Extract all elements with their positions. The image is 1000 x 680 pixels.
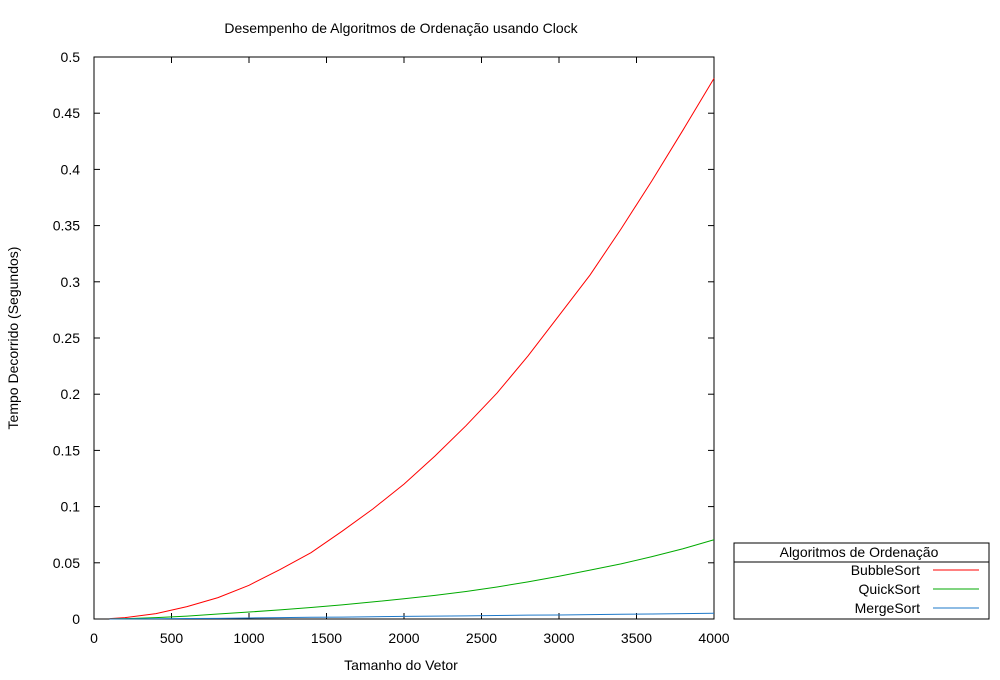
x-tick-label: 3000	[543, 630, 574, 646]
x-tick-label: 2500	[466, 630, 497, 646]
y-tick-label: 0.4	[61, 161, 81, 177]
x-tick-label: 1000	[233, 630, 264, 646]
axis-ticks: 0 500 1000 1500 2000 2500 3000 3500 4000 0 0.05 0.1…	[53, 49, 730, 646]
series-layer	[109, 78, 715, 620]
y-tick-label: 0.25	[53, 330, 80, 346]
x-tick-label: 0	[90, 630, 98, 646]
y-tick-label: 0	[72, 611, 80, 627]
legend-label-mergesort: MergeSort	[855, 600, 920, 616]
series-line-mergesort	[109, 612, 715, 620]
legend-label-bubblesort: BubbleSort	[851, 562, 920, 578]
x-tick-label: 3500	[621, 630, 652, 646]
y-tick-label: 0.45	[53, 105, 80, 121]
legend-entries: BubbleSort QuickSort MergeSort	[851, 562, 979, 616]
y-tick-label: 0.1	[61, 499, 81, 515]
legend-title: Algoritmos de Ordenação	[780, 544, 939, 560]
y-tick-label: 0.05	[53, 555, 80, 571]
legend-label-quicksort: QuickSort	[859, 581, 921, 597]
legend: Algoritmos de Ordenação BubbleSort QuickS…	[733, 542, 990, 620]
chart-title: Desempenho de Algoritmos de Ordenação us…	[224, 20, 578, 36]
series-line-quicksort	[109, 539, 715, 620]
plot-area-frame	[93, 56, 715, 620]
y-tick-label: 0.2	[61, 386, 81, 402]
y-tick-label: 0.35	[53, 218, 80, 234]
y-tick-label: 0.5	[61, 49, 81, 65]
x-tick-label: 1500	[311, 630, 342, 646]
x-tick-label: 4000	[698, 630, 729, 646]
y-axis-label: Tempo Decorrido (Segundos)	[5, 247, 21, 430]
series-line-bubblesort	[109, 78, 715, 620]
x-tick-label: 500	[160, 630, 184, 646]
x-axis-label: Tamanho do Vetor	[344, 657, 458, 673]
legend-box	[733, 542, 990, 620]
y-tick-label: 0.3	[61, 274, 81, 290]
y-tick-label: 0.15	[53, 442, 80, 458]
x-tick-label: 2000	[388, 630, 419, 646]
